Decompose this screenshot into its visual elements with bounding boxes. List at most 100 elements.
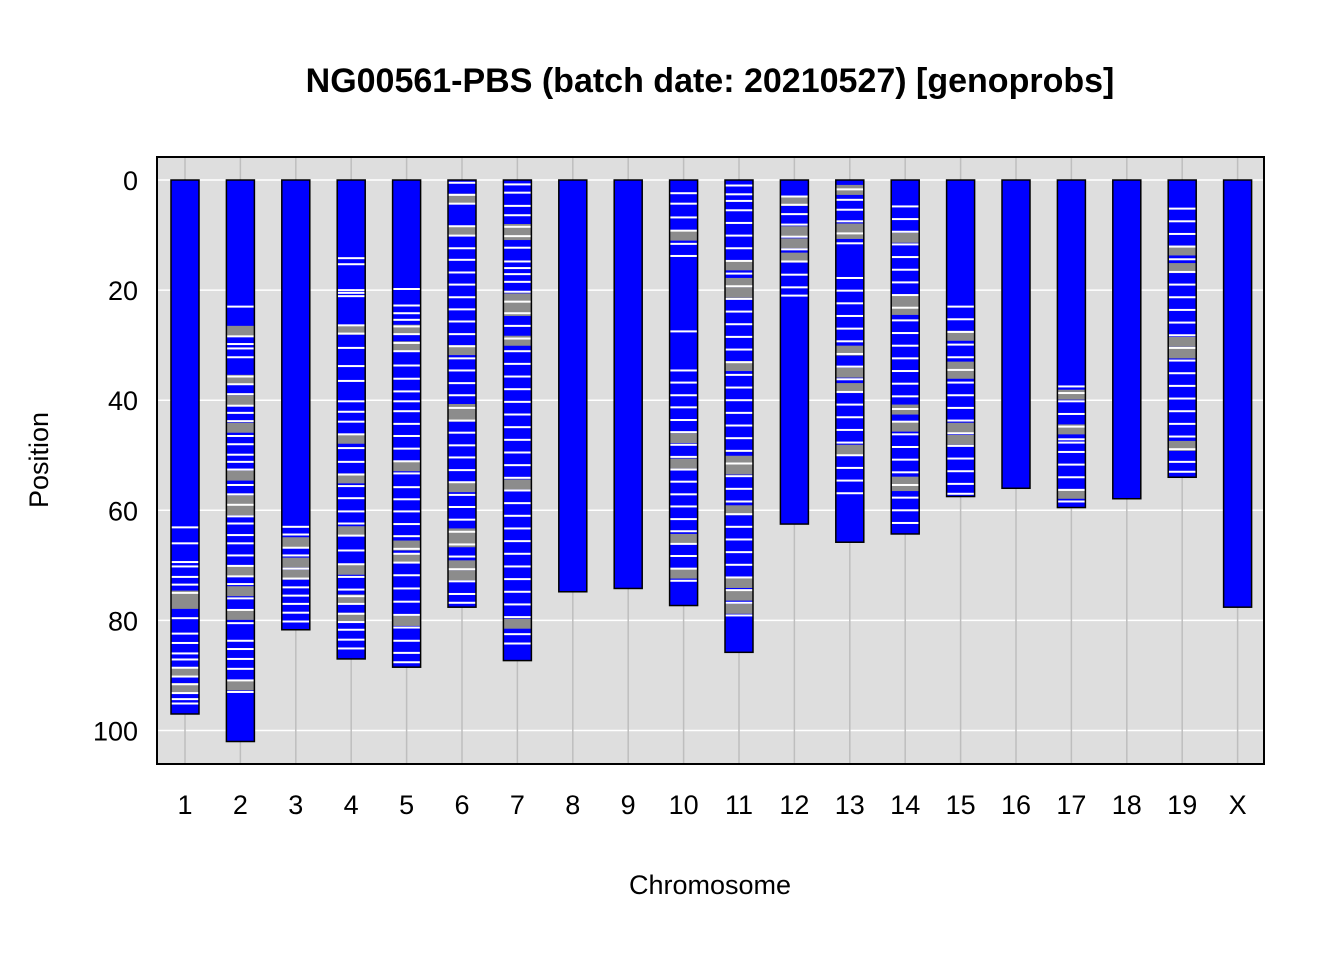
x-tick-label: X bbox=[1229, 790, 1247, 820]
white-band bbox=[891, 256, 920, 259]
gray-band bbox=[337, 594, 366, 605]
chromosome-bar-body bbox=[614, 180, 643, 589]
white-band bbox=[669, 480, 698, 483]
white-band bbox=[1168, 321, 1197, 324]
white-band bbox=[392, 535, 421, 538]
white-band bbox=[448, 247, 476, 250]
white-band bbox=[669, 530, 698, 533]
gray-band bbox=[337, 612, 366, 623]
chromosome-5-bar bbox=[391, 179, 422, 668]
gray-band bbox=[503, 230, 532, 241]
white-band bbox=[835, 416, 864, 419]
gray-band bbox=[226, 374, 255, 385]
white-band bbox=[725, 272, 753, 275]
plot-frame bbox=[156, 156, 1265, 765]
white-band bbox=[835, 378, 864, 381]
white-band bbox=[448, 601, 476, 604]
white-band bbox=[226, 657, 255, 660]
white-band bbox=[448, 555, 476, 558]
white-band bbox=[392, 639, 421, 642]
white-band bbox=[503, 225, 532, 228]
white-band bbox=[448, 202, 476, 205]
white-band bbox=[503, 246, 532, 249]
white-band bbox=[1168, 258, 1197, 261]
white-band bbox=[448, 181, 476, 184]
white-band bbox=[503, 438, 532, 441]
white-band bbox=[669, 406, 698, 409]
white-band bbox=[835, 479, 864, 482]
white-band bbox=[1057, 438, 1086, 441]
white-band bbox=[1057, 500, 1086, 503]
chromosome-bar-outline bbox=[502, 179, 533, 662]
white-band bbox=[337, 447, 366, 450]
chromosome-bar-body bbox=[725, 180, 753, 653]
y-tick-label: 0 bbox=[123, 166, 138, 196]
white-band bbox=[448, 419, 476, 422]
gray-band bbox=[337, 564, 366, 575]
gray-band bbox=[226, 505, 255, 516]
white-band bbox=[337, 485, 366, 488]
white-band bbox=[171, 658, 199, 661]
gray-band bbox=[281, 557, 310, 568]
white-band bbox=[725, 285, 753, 288]
chromosome-6-bar bbox=[447, 179, 477, 608]
white-band bbox=[171, 617, 199, 620]
white-band bbox=[725, 589, 753, 592]
chromosome-bar-outline bbox=[391, 179, 422, 668]
gray-band bbox=[669, 458, 698, 469]
white-band bbox=[392, 510, 421, 513]
white-band bbox=[503, 451, 532, 454]
white-band bbox=[392, 486, 421, 489]
white-band bbox=[392, 547, 421, 550]
white-band bbox=[669, 330, 698, 333]
y-tick-label: 60 bbox=[108, 496, 138, 526]
white-band bbox=[448, 518, 476, 521]
gray-band bbox=[891, 304, 920, 315]
gray-band bbox=[725, 577, 753, 588]
gray-band bbox=[891, 232, 920, 243]
white-band bbox=[946, 432, 975, 435]
white-band bbox=[725, 259, 753, 262]
white-band bbox=[448, 308, 476, 311]
gray-band bbox=[448, 225, 476, 236]
white-band bbox=[503, 603, 532, 606]
white-band bbox=[392, 552, 421, 555]
white-band bbox=[780, 195, 809, 198]
chromosome-bar-outline bbox=[668, 179, 699, 607]
chromosome-bar-outline bbox=[170, 179, 200, 715]
white-band bbox=[226, 375, 255, 378]
white-band bbox=[891, 395, 920, 398]
white-band bbox=[725, 563, 753, 566]
white-band bbox=[669, 542, 698, 545]
x-tick-label: 2 bbox=[233, 790, 248, 820]
x-tick-label: 15 bbox=[946, 790, 976, 820]
white-band bbox=[392, 587, 421, 590]
gray-band bbox=[1168, 263, 1197, 274]
white-band bbox=[835, 428, 864, 431]
chromosome-bar-outline bbox=[724, 179, 754, 654]
white-band bbox=[1168, 448, 1197, 451]
gray-band bbox=[669, 533, 698, 544]
white-band bbox=[503, 350, 532, 353]
white-band bbox=[835, 208, 864, 211]
white-band bbox=[226, 468, 255, 471]
white-band bbox=[171, 591, 199, 594]
white-band bbox=[392, 350, 421, 353]
white-band bbox=[337, 291, 366, 294]
x-tick-labels: 1 2 3 4 5 6 7 8 9 10 11 12 13 14 15 16 17 18 19 X bbox=[177, 790, 1246, 820]
chromosome-bar-outline bbox=[835, 179, 865, 543]
x-tick-label: 8 bbox=[565, 790, 580, 820]
white-band bbox=[448, 333, 476, 336]
gray-band bbox=[226, 586, 255, 597]
white-band bbox=[891, 483, 920, 486]
x-tick-label: 10 bbox=[669, 790, 699, 820]
white-band bbox=[337, 602, 366, 605]
white-band bbox=[226, 542, 255, 545]
white-band bbox=[337, 433, 366, 436]
white-band bbox=[226, 583, 255, 586]
white-band bbox=[669, 202, 698, 205]
gray-band bbox=[725, 603, 753, 614]
gray-band bbox=[725, 277, 753, 288]
gray-band bbox=[226, 395, 255, 406]
white-band bbox=[669, 419, 698, 422]
